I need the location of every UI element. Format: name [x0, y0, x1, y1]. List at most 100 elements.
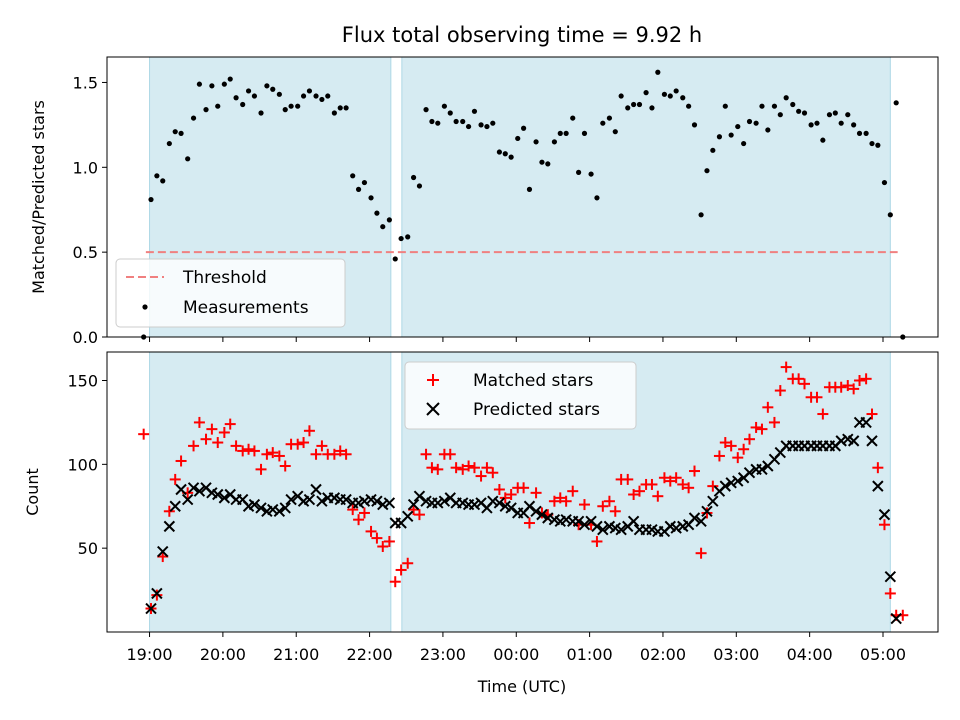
predicted-star-point — [627, 515, 640, 528]
predicted-star-point — [756, 463, 768, 476]
matched-star-point — [261, 448, 273, 460]
measurement-point — [765, 127, 771, 133]
predicted-star-point — [310, 483, 322, 496]
measurement-point — [270, 86, 276, 92]
matched-star-point — [811, 391, 823, 403]
top-ytick-label: 0.5 — [73, 243, 98, 262]
predicted-star-point — [267, 503, 279, 516]
measurement-point — [845, 112, 851, 118]
predicted-star-point — [542, 512, 554, 524]
measurement-point — [881, 179, 888, 186]
predicted-star-point — [878, 508, 891, 521]
predicted-star-point — [872, 480, 884, 492]
predicted-star-point — [670, 522, 682, 534]
measurement-point — [251, 93, 258, 99]
predicted-star-point — [707, 495, 719, 507]
matched-star-point — [163, 505, 175, 517]
measurement-point — [667, 93, 673, 99]
measurement-point — [698, 212, 704, 218]
bottom-y-axis-label: Count — [23, 468, 42, 516]
measurement-point — [539, 159, 545, 165]
measurement-point — [264, 83, 270, 89]
matched-star-point — [744, 433, 756, 445]
measurement-point — [350, 173, 356, 179]
matched-star-point — [719, 437, 731, 449]
xtick-label: 20:00 — [200, 645, 246, 664]
measurement-point — [643, 90, 649, 96]
measurement-point — [300, 93, 307, 99]
top-ytick-label: 1.5 — [73, 73, 98, 92]
matched-star-point — [762, 401, 774, 413]
measurement-point — [790, 101, 796, 108]
measurement-point — [796, 108, 802, 114]
matched-star-point — [622, 473, 634, 485]
bottom-panel: 50 100 150 19:00 20:00 21:00 22:00 23:00 00:00 0… — [23, 351, 939, 696]
matched-star-point — [237, 445, 249, 457]
matched-star-point — [468, 462, 480, 474]
measurement-point — [380, 224, 386, 230]
matched-star-point — [750, 421, 762, 433]
measurement-point — [649, 105, 655, 111]
measurement-point — [814, 120, 820, 126]
matched-star-point — [334, 445, 346, 457]
predicted-star-point — [187, 482, 200, 494]
measurement-point — [416, 183, 423, 189]
matched-star-point — [463, 460, 475, 472]
measurement-point — [154, 173, 160, 179]
measurement-point — [783, 95, 789, 101]
measurement-point — [496, 149, 502, 155]
matched-star-point — [848, 383, 860, 395]
measurement-point — [405, 234, 411, 240]
top-panel: 0.0 0.5 1.0 1.5 Matched/Predicted stars Thr… — [29, 56, 939, 347]
legend-predicted-marker — [426, 402, 440, 416]
measurement-point — [288, 103, 294, 109]
matched-star-point — [310, 448, 322, 460]
predicted-star-point — [732, 475, 744, 487]
matched-star-point — [860, 373, 872, 385]
predicted-star-point — [688, 512, 701, 524]
matched-star-point — [866, 408, 878, 420]
measurement-point — [196, 81, 203, 87]
matched-star-point — [738, 443, 750, 455]
xtick-label: 01:00 — [567, 645, 613, 664]
matched-star-point — [193, 416, 205, 428]
predicted-star-point — [701, 505, 713, 517]
matched-star-point — [377, 540, 389, 552]
predicted-star-point — [487, 495, 499, 507]
predicted-star-point — [743, 467, 756, 479]
predicted-star-point — [316, 495, 328, 507]
measurement-point — [386, 217, 392, 223]
measurement-point — [746, 118, 753, 125]
measurement-point — [869, 140, 875, 147]
measurement-point — [820, 137, 826, 143]
predicted-star-point — [725, 477, 737, 489]
measurement-point — [636, 101, 643, 108]
predicted-star-point — [835, 435, 847, 447]
matched-star-point — [793, 373, 805, 385]
matched-star-point — [780, 361, 792, 373]
matched-star-point — [683, 482, 695, 494]
measurement-point — [691, 122, 698, 128]
measurement-point — [398, 235, 404, 242]
measurement-point — [533, 139, 539, 145]
measurement-point — [441, 103, 447, 109]
measurement-point — [887, 212, 893, 218]
matched-star-point — [628, 489, 640, 501]
measurement-point — [851, 122, 857, 128]
xtick-label: 02:00 — [640, 645, 686, 664]
measurement-point — [410, 174, 417, 181]
matched-star-point — [218, 426, 230, 438]
matched-star-point — [298, 437, 310, 449]
measurement-point — [258, 110, 264, 116]
matched-star-point — [432, 463, 444, 475]
predicted-star-point — [273, 505, 286, 517]
measurement-point — [276, 91, 282, 97]
matched-star-point — [426, 462, 438, 474]
matched-star-point — [548, 495, 560, 507]
measurement-point — [460, 118, 466, 125]
top-axes-frame — [106, 56, 939, 338]
measurement-point — [716, 134, 723, 140]
matched-star-point — [340, 448, 352, 460]
measurement-point — [625, 105, 631, 111]
measurement-point — [429, 118, 435, 125]
